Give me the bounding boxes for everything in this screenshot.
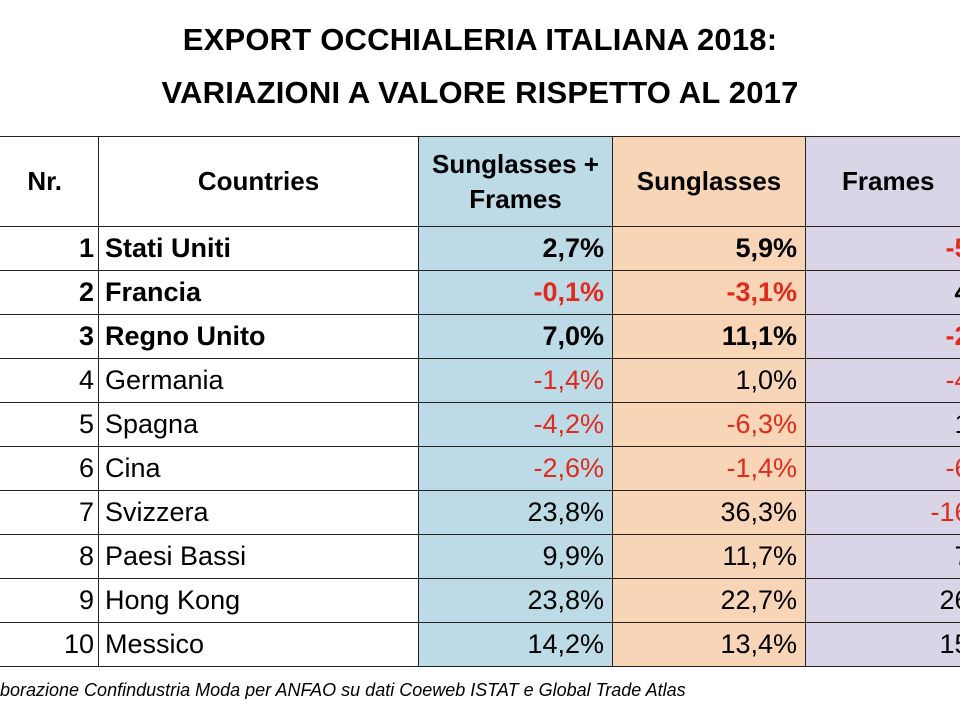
- cell-sunglasses-frames: 23,8%: [418, 578, 613, 623]
- cell-nr: 4: [0, 358, 99, 403]
- cell-sunglasses: -6,3%: [612, 402, 806, 447]
- cell-nr: 7: [0, 490, 99, 535]
- cell-sunglasses-frames: 14,2%: [418, 622, 613, 667]
- cell-nr: 3: [0, 314, 99, 359]
- cell-sunglasses: 36,3%: [612, 490, 806, 535]
- header-sunglasses-frames-line-2: Frames: [469, 183, 562, 214]
- cell-nr: 2: [0, 270, 99, 315]
- export-table-container: Nr. Countries Sunglasses + Frames Sungla…: [0, 136, 960, 673]
- source-note: borazione Confindustria Moda per ANFAO s…: [0, 681, 686, 699]
- cell-frames: -4,9: [805, 358, 960, 403]
- cell-frames: 15,7: [805, 622, 960, 667]
- cell-sunglasses: 22,7%: [612, 578, 806, 623]
- cell-frames: -5,6: [805, 226, 960, 271]
- cell-sunglasses-frames: -1,4%: [418, 358, 613, 403]
- cell-nr: 8: [0, 534, 99, 579]
- cell-nr: 1: [0, 226, 99, 271]
- cell-frames: 4,1: [805, 270, 960, 315]
- cell-sunglasses-frames: 7,0%: [418, 314, 613, 359]
- cell-country: Germania: [98, 358, 419, 403]
- header-nr: Nr.: [0, 136, 99, 227]
- cell-country: Cina: [98, 446, 419, 491]
- header-sunglasses-frames-line-1: Sunglasses +: [432, 148, 599, 179]
- cell-sunglasses-frames: 23,8%: [418, 490, 613, 535]
- header-sunglasses-frames: Sunglasses + Frames: [418, 136, 613, 227]
- cell-frames: -16,9: [805, 490, 960, 535]
- cell-sunglasses-frames: 2,7%: [418, 226, 613, 271]
- title-line-1: EXPORT OCCHIALERIA ITALIANA 2018:: [182, 22, 778, 57]
- cell-country: Spagna: [98, 402, 419, 447]
- cell-sunglasses-frames: -4,2%: [418, 402, 613, 447]
- header-frames: Frames: [805, 136, 960, 227]
- cell-nr: 9: [0, 578, 99, 623]
- cell-country: Hong Kong: [98, 578, 419, 623]
- cell-sunglasses: 11,1%: [612, 314, 806, 359]
- export-table: Nr. Countries Sunglasses + Frames Sungla…: [0, 136, 960, 667]
- cell-country: Regno Unito: [98, 314, 419, 359]
- header-countries: Countries: [98, 136, 419, 227]
- cell-frames: -6,3: [805, 446, 960, 491]
- cell-sunglasses-frames: -2,6%: [418, 446, 613, 491]
- cell-country: Stati Uniti: [98, 226, 419, 271]
- cell-sunglasses-frames: 9,9%: [418, 534, 613, 579]
- cell-sunglasses: -3,1%: [612, 270, 806, 315]
- cell-sunglasses: 5,9%: [612, 226, 806, 271]
- cell-sunglasses: 11,7%: [612, 534, 806, 579]
- cell-country: Messico: [98, 622, 419, 667]
- cell-sunglasses: 13,4%: [612, 622, 806, 667]
- header-sunglasses: Sunglasses: [612, 136, 806, 227]
- cell-country: Francia: [98, 270, 419, 315]
- title-line-2: VARIAZIONI A VALORE RISPETTO AL 2017: [161, 75, 799, 110]
- cell-nr: 5: [0, 402, 99, 447]
- cell-country: Svizzera: [98, 490, 419, 535]
- cell-frames: 7,1: [805, 534, 960, 579]
- cell-nr: 6: [0, 446, 99, 491]
- cell-frames: 26,9: [805, 578, 960, 623]
- cell-sunglasses: 1,0%: [612, 358, 806, 403]
- cell-frames: 1,2: [805, 402, 960, 447]
- cell-frames: -2,4: [805, 314, 960, 359]
- cell-sunglasses: -1,4%: [612, 446, 806, 491]
- cell-country: Paesi Bassi: [98, 534, 419, 579]
- table-header-row: Nr. Countries Sunglasses + Frames Sungla…: [0, 136, 960, 227]
- cell-sunglasses-frames: -0,1%: [418, 270, 613, 315]
- cell-nr: 10: [0, 622, 99, 667]
